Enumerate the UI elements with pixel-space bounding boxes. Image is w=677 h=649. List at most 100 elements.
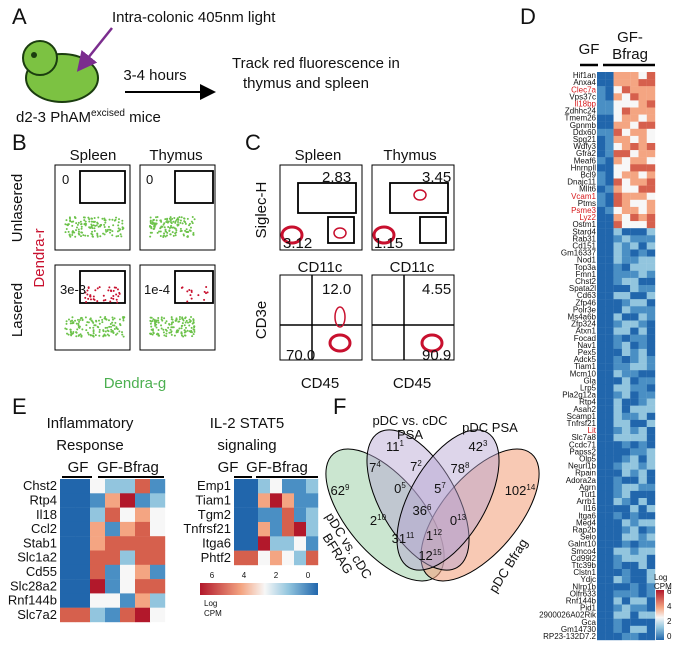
- heat-cell: [621, 306, 631, 314]
- event: [118, 218, 121, 221]
- heat-cell: [597, 72, 606, 80]
- event: [162, 331, 165, 334]
- count: 31: [392, 531, 406, 546]
- event: [121, 222, 124, 225]
- heat-cell: [90, 479, 106, 494]
- heat-cell: [621, 150, 631, 158]
- event: [152, 228, 155, 231]
- colorbar-tick: 4: [667, 602, 672, 611]
- heat-cell: [638, 299, 647, 307]
- heat-cell: [605, 221, 614, 229]
- heat-cell: [605, 114, 614, 122]
- heat-cell: [621, 263, 631, 271]
- event: [96, 234, 99, 237]
- event: [89, 326, 92, 329]
- event: [157, 321, 160, 324]
- event: [155, 319, 158, 322]
- event: [76, 226, 79, 229]
- gene-label: Slc7a8: [572, 433, 597, 442]
- heat-cell: [621, 178, 631, 186]
- heat-cell: [638, 164, 647, 172]
- gene-label: Tgm2: [198, 507, 231, 522]
- gene-label: Gm14730: [561, 625, 597, 634]
- heat-cell: [605, 377, 614, 385]
- gene-label: Ostm1: [572, 220, 596, 229]
- gene-label: Adck5: [574, 355, 597, 364]
- event: [115, 298, 118, 301]
- heat-cell: [246, 507, 259, 523]
- contour: [420, 333, 444, 353]
- heat-cell: [597, 441, 606, 449]
- heat-cell: [234, 550, 247, 566]
- gene-label: Smco4: [571, 547, 596, 556]
- heat-cell: [90, 493, 106, 508]
- heat-cell: [613, 164, 622, 172]
- heat-cell: [613, 377, 622, 385]
- heat-cell: [646, 547, 656, 555]
- contour: [372, 225, 396, 245]
- event: [178, 327, 181, 330]
- event: [77, 318, 80, 321]
- event: [72, 331, 75, 334]
- event: [189, 294, 192, 297]
- gate: [419, 216, 447, 244]
- heat-cell: [605, 427, 614, 435]
- event: [186, 321, 189, 324]
- heat-cell: [613, 79, 622, 87]
- event: [79, 220, 82, 223]
- event: [71, 319, 74, 322]
- heat-cell: [621, 490, 631, 499]
- event: [93, 227, 96, 230]
- heat-cell: [630, 299, 639, 307]
- event: [75, 322, 78, 325]
- contour: [413, 189, 427, 201]
- event: [170, 333, 173, 336]
- event: [86, 289, 89, 292]
- event: [157, 319, 160, 322]
- heat-cell: [613, 263, 622, 271]
- event: [116, 301, 119, 304]
- count: 1: [426, 528, 433, 543]
- event: [168, 230, 171, 233]
- event: [183, 334, 186, 337]
- event: [102, 299, 105, 302]
- heat-cell: [613, 93, 622, 101]
- heat-cell: [638, 270, 647, 279]
- event: [164, 235, 167, 238]
- gene-label: Rnf144b: [8, 593, 57, 608]
- event: [68, 233, 71, 236]
- event: [151, 333, 154, 336]
- heat-cell: [605, 72, 614, 80]
- heat-cell: [630, 583, 639, 591]
- heat-cell: [294, 507, 307, 523]
- event: [150, 325, 153, 328]
- heat-cell: [646, 199, 656, 208]
- gene-label: Asah2: [573, 405, 596, 414]
- gene-label: Cd151: [572, 241, 596, 250]
- event: [99, 316, 102, 319]
- heat-cell: [246, 522, 259, 537]
- event: [183, 324, 186, 327]
- heat-cell: [605, 214, 614, 222]
- event: [171, 326, 174, 329]
- heat-cell: [646, 143, 656, 151]
- light-label: Intra-colonic 405nm light: [112, 9, 276, 26]
- event: [109, 300, 112, 303]
- heat-cell: [613, 249, 622, 257]
- heat-cell: [282, 550, 295, 566]
- event: [99, 223, 102, 226]
- heat-cell: [120, 521, 136, 537]
- heat-cell: [613, 519, 622, 527]
- gene-label: Focad: [574, 334, 596, 343]
- heat-cell: [613, 292, 622, 300]
- heat-cell: [597, 384, 606, 392]
- heat-cell: [605, 206, 614, 215]
- heat-cell: [605, 469, 614, 477]
- heat-cell: [597, 540, 606, 548]
- gene-label: Olfr633: [570, 589, 597, 598]
- event: [106, 326, 109, 329]
- heat-cell: [60, 493, 76, 508]
- heat-cell: [630, 242, 639, 250]
- region-count: 3111: [392, 531, 415, 546]
- heat-cell: [605, 143, 614, 151]
